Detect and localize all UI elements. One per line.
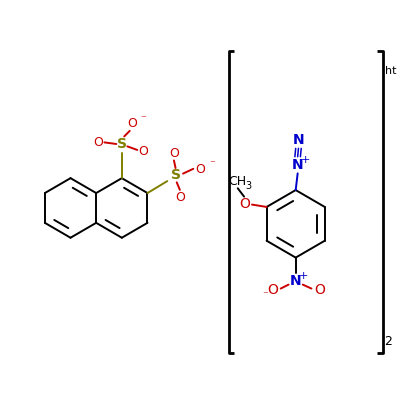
Text: +: + [299,271,308,281]
Text: O: O [267,283,278,297]
Text: ⁻: ⁻ [209,160,215,170]
Text: O: O [314,283,325,297]
Text: O: O [240,197,250,211]
Text: O: O [127,117,137,130]
Text: N: N [293,133,304,147]
Text: N: N [292,158,304,172]
Text: N: N [290,274,302,288]
Text: ht: ht [384,66,396,76]
Text: 2: 2 [384,334,392,348]
Text: O: O [196,163,205,176]
Text: 3: 3 [245,181,251,191]
Text: O: O [139,145,148,158]
Text: S: S [117,137,127,151]
Text: ⁻: ⁻ [140,114,146,124]
Text: O: O [93,136,103,149]
Text: +: + [301,155,310,165]
Text: ⁻: ⁻ [262,290,268,300]
Text: O: O [175,190,185,204]
Text: S: S [171,168,181,182]
Text: O: O [169,147,179,160]
Text: CH: CH [228,176,246,188]
